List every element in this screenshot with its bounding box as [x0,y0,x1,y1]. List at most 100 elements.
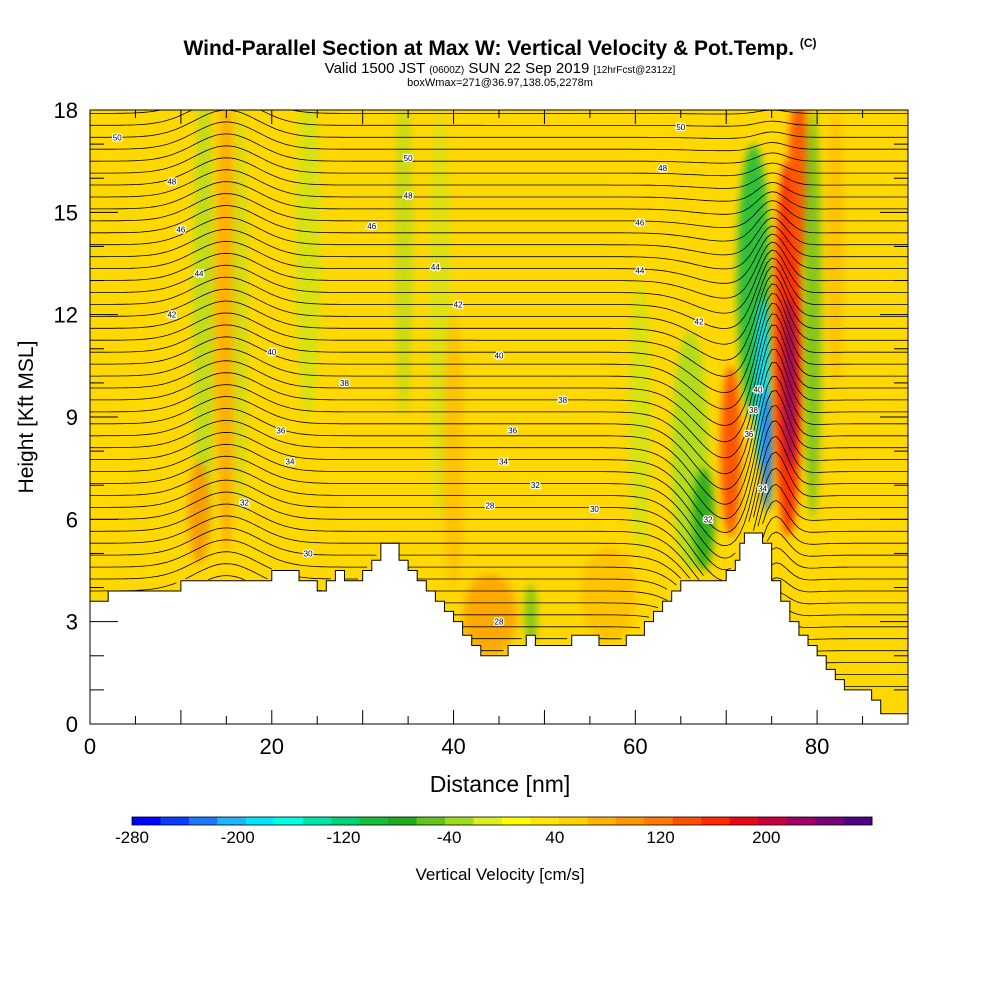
theta-contour [90,527,908,579]
theta-contour [90,193,908,228]
theta-contour [90,435,908,559]
contour-label: 50 [404,154,413,163]
colorbar-frame [131,816,873,826]
velocity-feature [215,110,238,554]
velocity-feature [580,546,636,643]
colorbar-swatch [445,817,475,825]
contour-label: 48 [658,164,667,173]
colorbar-swatch [188,817,218,825]
theta-contour [90,390,908,520]
theta-contour [90,249,908,314]
theta-contour [90,241,908,299]
contour-label: 42 [454,300,463,309]
velocity-feature [692,468,715,571]
colorbar-swatch [359,817,389,825]
velocity-feature [803,110,822,520]
y-tick-label: 18 [54,98,78,123]
theta-contour [90,467,908,581]
contour-label: 32 [704,515,713,524]
velocity-feature [628,280,651,554]
chart-subtitle: Valid 1500 JST (0600Z) SUN 22 Sep 2019 [… [324,60,676,77]
theta-contour [90,451,908,571]
contour-label: 36 [276,427,285,436]
theta-contour [90,181,908,215]
x-tick-label: 80 [805,734,829,759]
contour-label: 38 [558,396,567,405]
theta-contour [471,638,908,640]
contour-label: 40 [267,348,276,357]
contour-label: 32 [240,498,249,507]
colorbar-swatch [160,817,190,825]
velocity-feature [231,110,249,520]
colorbar-tick-label: 40 [545,828,564,847]
velocity-feature [720,365,741,537]
copyright-mark: (C) [799,36,817,50]
theta-contour [90,266,908,345]
contour-label: 30 [590,505,599,514]
theta-contour [90,157,908,189]
contour-label: 46 [367,222,376,231]
theta-contour [90,205,908,242]
contour-label: 40 [754,386,763,395]
theta-contour [90,362,908,490]
colorbar-swatch [758,817,788,825]
colorbar-swatch [245,817,275,825]
theta-contour [90,292,908,394]
contour-label: 46 [635,219,644,228]
y-tick-label: 15 [54,200,78,225]
contour-label: 36 [508,427,517,436]
contour-label: 50 [676,123,685,132]
velocity-feature [761,389,773,513]
x-tick-label: 0 [84,734,96,759]
contour-label: 48 [404,191,413,200]
colorbar-swatch [217,817,247,825]
theta-contour [90,336,908,459]
contour-label: 36 [744,430,753,439]
theta-contour [90,375,908,505]
contour-label: 34 [758,485,767,494]
contour-label: 50 [113,133,122,142]
colorbar-swatch [302,817,332,825]
colorbar-tick-label: 200 [752,828,780,847]
contour-label: 42 [695,317,704,326]
y-tick-label: 3 [66,610,78,635]
contour-label: 38 [340,379,349,388]
y-axis-label: Height [Kft MSL] [15,341,38,494]
colorbar-tick-label: 120 [646,828,674,847]
colorbar-swatch [644,817,674,825]
velocity-feature [826,110,845,383]
theta-contour [90,349,908,475]
contour-label: 44 [635,266,644,275]
theta-contour [90,404,908,534]
velocity-feature [295,110,321,417]
chart-title: Wind-Parallel Section at Max W: Vertical… [183,36,817,60]
colorbar-tick-label: -40 [437,828,462,847]
chart-subtitle-2: boxWmax=271@36.97,138.05,2278m [407,77,593,89]
y-tick-label: 6 [66,507,78,532]
theta-contour [90,225,908,270]
colorbar: -280 -200 -120 -40 40 120 200 [115,816,873,847]
theta-contour [90,133,908,164]
y-tick-label: 9 [66,405,78,430]
contour-label: 46 [176,225,185,234]
theta-contour [90,110,908,139]
contour-label: 42 [167,311,176,320]
x-tick-label: 60 [623,734,647,759]
contour-label: 32 [531,481,540,490]
theta-contour [90,121,908,152]
contour-label: 40 [495,352,504,361]
theta-contour [208,575,908,609]
contour-label: 28 [485,502,494,511]
theta-contour [90,283,908,377]
colorbar-swatch [132,817,161,825]
theta-contour [90,563,908,601]
colorbar-swatch [729,817,759,825]
plot-area: 50 48 46 44 42 40 38 36 34 32 30 28 28 50 48 46 44 42 40 38… [90,110,908,724]
theta-contour [90,233,908,284]
colorbar-swatch [672,817,702,825]
contour-label: 44 [195,270,204,279]
colorbar-swatch [843,817,873,825]
colorbar-swatch [331,817,361,825]
